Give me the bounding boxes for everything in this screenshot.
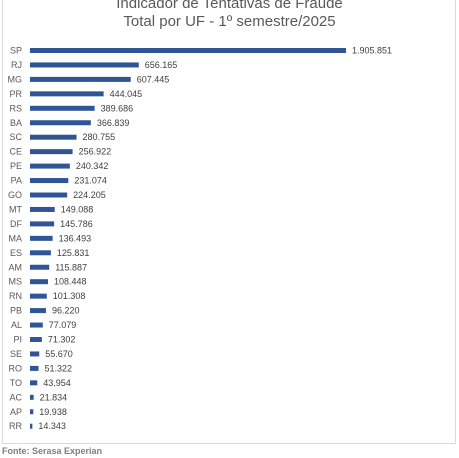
- category-label-df: DF: [10, 219, 22, 229]
- category-label-sc: SC: [9, 132, 22, 142]
- value-label-ba: 366.839: [97, 118, 130, 128]
- source-note: Fonte: Serasa Experian: [2, 446, 103, 456]
- value-label-sp: 1.905.851: [352, 46, 392, 56]
- value-label-mt: 149.088: [61, 204, 94, 214]
- bar-ms: [30, 279, 48, 285]
- bar-ma: [30, 235, 53, 241]
- bar-pb: [30, 308, 46, 314]
- value-label-pr: 444.045: [110, 89, 143, 99]
- category-label-go: GO: [8, 190, 22, 200]
- bar-ap: [30, 409, 34, 415]
- category-label-ap: AP: [10, 407, 22, 417]
- category-label-es: ES: [10, 248, 22, 258]
- bar-es: [30, 250, 51, 256]
- bar-sp: [30, 48, 346, 53]
- category-label-ms: MS: [9, 277, 23, 287]
- bar-ce: [30, 149, 73, 155]
- category-label-to: TO: [10, 378, 22, 388]
- chart-subtitle: Total por UF - 1º semestre/2025: [123, 13, 336, 30]
- value-label-rj: 656.165: [145, 60, 178, 70]
- bar-sc: [30, 134, 77, 140]
- category-label-rs: RS: [9, 103, 22, 113]
- bar-pa: [30, 178, 69, 184]
- bar-mt: [30, 206, 55, 212]
- bar-rs: [30, 105, 95, 111]
- category-label-ac: AC: [9, 392, 22, 402]
- category-label-rj: RJ: [11, 60, 22, 70]
- bar-rj: [30, 62, 139, 68]
- chart-title: Indicador de Tentativas de Fraude: [116, 0, 343, 12]
- value-label-ce: 256.922: [79, 147, 112, 157]
- bar-mg: [30, 76, 131, 82]
- value-label-df: 145.786: [60, 219, 93, 229]
- value-label-rn: 101.308: [53, 291, 86, 301]
- bar-chart: SP 1.905.851 RJ 656.165 MG 607.445 PR 444.045 RS…: [8, 46, 393, 432]
- bar-pe: [30, 163, 70, 169]
- value-label-al: 77.079: [49, 320, 77, 330]
- value-label-es: 125.831: [57, 248, 90, 258]
- value-label-mg: 607.445: [137, 74, 170, 84]
- bar-to: [30, 380, 38, 386]
- category-label-pb: PB: [10, 306, 22, 316]
- value-label-ms: 108.448: [54, 277, 87, 287]
- category-label-rn: RN: [9, 291, 22, 301]
- bar-df: [30, 221, 55, 227]
- value-label-ma: 136.493: [59, 233, 92, 243]
- bar-ba: [30, 120, 91, 126]
- bar-am: [30, 264, 50, 270]
- category-label-se: SE: [10, 349, 22, 359]
- bar-rn: [30, 293, 47, 299]
- value-label-pb: 96.220: [52, 306, 80, 316]
- value-label-to: 43.954: [43, 378, 71, 388]
- category-label-pa: PA: [11, 176, 22, 186]
- category-label-al: AL: [11, 320, 22, 330]
- value-label-rs: 389.686: [101, 103, 134, 113]
- category-label-ba: BA: [10, 118, 22, 128]
- value-label-rr: 14.343: [38, 421, 66, 431]
- category-label-pe: PE: [10, 161, 22, 171]
- bar-ac: [30, 394, 34, 400]
- bar-pi: [30, 337, 42, 342]
- value-label-ap: 19.938: [39, 407, 67, 417]
- value-label-sc: 280.755: [83, 132, 116, 142]
- category-label-pi: PI: [13, 335, 22, 345]
- category-label-pr: PR: [9, 89, 22, 99]
- bar-go: [30, 192, 68, 198]
- value-label-ro: 51.322: [45, 363, 73, 373]
- bar-rr: [30, 423, 33, 429]
- bar-se: [30, 351, 40, 357]
- category-label-am: AM: [9, 262, 23, 272]
- value-label-pa: 231.074: [74, 176, 107, 186]
- value-label-pi: 71.302: [48, 335, 76, 345]
- value-label-am: 115.887: [55, 262, 87, 272]
- value-label-pe: 240.342: [76, 161, 109, 171]
- category-label-rr: RR: [9, 421, 22, 431]
- value-label-ac: 21.834: [40, 392, 68, 402]
- bar-ro: [30, 365, 39, 371]
- category-label-ma: MA: [9, 233, 23, 243]
- category-label-sp: SP: [10, 46, 22, 56]
- category-label-mg: MG: [8, 74, 23, 84]
- bar-pr: [30, 91, 104, 97]
- value-label-se: 55.670: [45, 349, 73, 359]
- category-label-mt: MT: [9, 204, 22, 214]
- value-label-go: 224.205: [73, 190, 106, 200]
- chart-frame: [2, 0, 456, 444]
- bar-al: [30, 322, 43, 328]
- category-label-ro: RO: [9, 363, 23, 373]
- category-label-ce: CE: [9, 147, 22, 157]
